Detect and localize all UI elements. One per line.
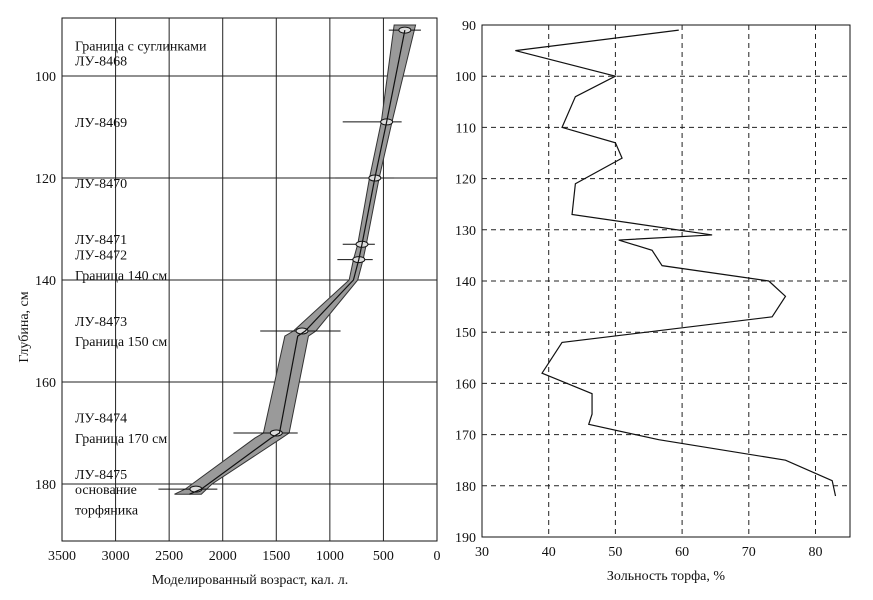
left-x-tick-label: 3000: [102, 549, 130, 564]
right-y-tick-label: 130: [455, 224, 476, 239]
right-y-tick-label: 100: [455, 70, 476, 85]
left-x-ticks: 3500 3000 2500 2000 1500 1000 500 0: [48, 549, 441, 564]
right-y-tick-label: 160: [455, 377, 476, 392]
left-y-ticks: 100 120 140 160 180: [35, 70, 56, 493]
sample-annotation: Граница 150 см: [75, 335, 167, 350]
sample-annotation: ЛУ-8472: [75, 249, 127, 264]
left-x-axis-label: Моделированный возраст, кал. л.: [152, 573, 348, 588]
sample-annotation: торфяника: [75, 504, 139, 519]
left-grid: [62, 18, 437, 541]
right-x-tick-label: 30: [475, 545, 489, 560]
left-x-tick-label: 1500: [262, 549, 290, 564]
left-y-tick-label: 120: [35, 172, 56, 187]
sample-annotation: Граница с суглинками: [75, 39, 207, 54]
sample-point: [295, 327, 309, 335]
left-y-tick-label: 100: [35, 70, 56, 85]
right-y-tick-label: 150: [455, 326, 476, 341]
right-y-tick-label: 90: [462, 19, 476, 34]
right-x-tick-label: 70: [742, 545, 756, 560]
sample-annotation: Граница 140 см: [75, 269, 167, 284]
right-y-ticks: 90 100 110 120 130 140 150 160 170 180 190: [455, 19, 476, 546]
sample-annotation: основание: [75, 483, 137, 498]
left-y-tick-label: 180: [35, 478, 56, 493]
left-series: [189, 29, 406, 495]
left-x-tick-label: 2500: [155, 549, 183, 564]
left-y-tick-label: 140: [35, 274, 56, 289]
right-y-tick-label: 190: [455, 531, 476, 546]
left-x-tick-label: 500: [373, 549, 394, 564]
right-x-tick-label: 40: [542, 545, 556, 560]
right-x-tick-label: 60: [675, 545, 689, 560]
right-series: [515, 29, 837, 497]
age-model-envelope: [174, 24, 417, 495]
right-x-tick-label: 80: [809, 545, 823, 560]
sample-annotation: ЛУ-8475: [75, 468, 127, 483]
ash-content-panel: 30 40 50 60 70 80 90 100 110 120 130 140 150 160 170 1…: [455, 19, 851, 584]
right-x-axis-label: Зольность торфа, %: [607, 569, 725, 584]
left-y-tick-label: 160: [35, 376, 56, 391]
sample-annotation: Граница 170 см: [75, 432, 167, 447]
age-model-line: [189, 29, 406, 495]
right-grid: [482, 25, 850, 537]
left-x-tick-label: 0: [434, 549, 441, 564]
right-y-tick-label: 110: [456, 121, 476, 136]
left-envelope: [174, 24, 417, 495]
sample-annotation: ЛУ-8473: [75, 315, 127, 330]
left-x-tick-label: 1000: [316, 549, 344, 564]
right-y-tick-label: 170: [455, 429, 476, 444]
sample-annotation: ЛУ-8468: [75, 55, 127, 70]
sample-annotation: ЛУ-8470: [75, 177, 127, 192]
right-y-tick-label: 120: [455, 173, 476, 188]
right-y-tick-label: 140: [455, 275, 476, 290]
ash-content-line: [515, 29, 837, 497]
left-x-tick-label: 3500: [48, 549, 76, 564]
sample-annotation: ЛУ-8471: [75, 233, 127, 248]
sample-annotation: ЛУ-8474: [75, 412, 127, 427]
right-x-ticks: 30 40 50 60 70 80: [475, 545, 823, 560]
left-y-axis-label: Глубина, см: [17, 291, 32, 362]
left-x-tick-label: 2000: [209, 549, 237, 564]
sample-annotation: ЛУ-8469: [75, 116, 127, 131]
right-x-tick-label: 50: [608, 545, 622, 560]
right-y-tick-label: 180: [455, 480, 476, 495]
